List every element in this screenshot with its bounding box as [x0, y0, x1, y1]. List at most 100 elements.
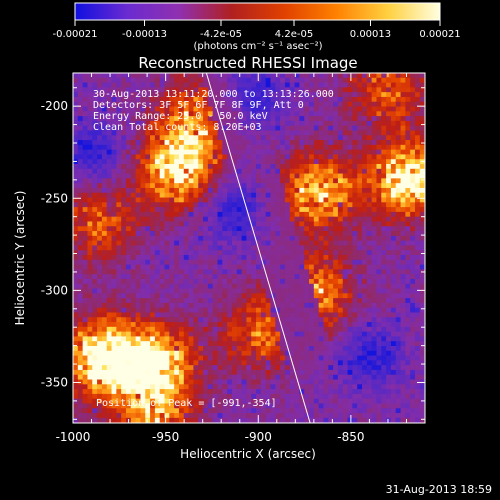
heatmap-cell [313, 374, 320, 381]
heatmap-cell [135, 221, 141, 227]
heatmap-cell [275, 178, 281, 184]
heatmap-cell [390, 231, 397, 237]
heatmap-cell [169, 197, 175, 203]
heatmap-cell [342, 92, 349, 98]
heatmap-cell [284, 207, 291, 213]
heatmap-cell [395, 111, 402, 117]
heatmap-cell [328, 216, 334, 222]
heatmap-cell [299, 178, 305, 184]
heatmap-cell [390, 288, 397, 294]
heatmap-cell [125, 288, 132, 294]
heatmap-cell [169, 130, 175, 136]
heatmap-cell [390, 336, 397, 342]
heatmap-cell [150, 211, 156, 218]
heatmap-cell [227, 269, 233, 275]
heatmap-cell [347, 92, 353, 98]
heatmap-cell [150, 302, 156, 309]
heatmap-cell [270, 130, 276, 136]
heatmap-cell [231, 336, 238, 342]
heatmap-cell [97, 302, 103, 309]
heatmap-cell [125, 106, 132, 112]
heatmap-cell [405, 164, 411, 170]
heatmap-cell [73, 274, 79, 280]
heatmap-cell [342, 173, 349, 179]
heatmap-cell [280, 365, 286, 371]
heatmap-cell [414, 245, 421, 251]
heatmap-cell [376, 317, 382, 323]
heatmap-cell [145, 379, 151, 385]
heatmap-cell [313, 87, 320, 93]
heatmap-cell [77, 355, 84, 361]
heatmap-cell [333, 379, 339, 385]
heatmap-cell [371, 322, 377, 328]
heatmap-cell [419, 240, 425, 246]
heatmap-cell [183, 101, 190, 108]
heatmap-cell [159, 355, 166, 361]
heatmap-cell [111, 240, 117, 246]
heatmap-cell [92, 298, 98, 304]
heatmap-cell [337, 130, 344, 136]
heatmap-cell [212, 149, 219, 155]
heatmap-cell [125, 360, 132, 366]
heatmap-cell [366, 77, 373, 84]
heatmap-cell [145, 101, 151, 108]
heatmap-cell [419, 346, 425, 352]
heatmap-cell [121, 96, 127, 103]
heatmap-cell [309, 111, 315, 117]
heatmap-cell [256, 192, 262, 199]
heatmap-cell [169, 178, 175, 184]
heatmap-cell [251, 116, 257, 122]
heatmap-cell [106, 168, 113, 175]
heatmap-cell [299, 149, 305, 155]
heatmap-cell [419, 389, 425, 395]
heatmap-cell [217, 312, 223, 318]
heatmap-cell [217, 369, 223, 376]
heatmap-cell [275, 322, 281, 328]
heatmap-cell [362, 235, 368, 242]
heatmap-cell [236, 240, 243, 246]
heatmap-cell [101, 221, 108, 227]
heatmap-cell [313, 322, 320, 328]
heatmap-cell [251, 87, 257, 93]
heatmap-cell [342, 202, 349, 208]
heatmap-cell [390, 326, 397, 333]
heatmap-cell [376, 216, 382, 222]
heatmap-cell [154, 374, 161, 381]
heatmap-cell [116, 168, 122, 175]
heatmap-cell [188, 144, 194, 151]
heatmap-cell [265, 283, 271, 290]
heatmap-cell [111, 197, 117, 203]
heatmap-cell [140, 96, 146, 103]
heatmap-cell [217, 154, 223, 160]
heatmap-cell [140, 235, 146, 242]
heatmap-cell [101, 393, 108, 400]
heatmap-cell [154, 183, 161, 189]
heatmap-cell [362, 326, 368, 333]
heatmap-cell [328, 255, 334, 261]
heatmap-cell [275, 331, 281, 337]
heatmap-cell [270, 336, 276, 342]
heatmap-cell [106, 240, 113, 246]
heatmap-cell [376, 288, 382, 294]
heatmap-cell [419, 350, 425, 357]
heatmap-cell [342, 288, 349, 294]
heatmap-cell [337, 211, 344, 218]
heatmap-cell [140, 341, 146, 347]
heatmap-cell [193, 135, 199, 141]
heatmap-cell [140, 154, 146, 160]
heatmap-cell [203, 73, 209, 79]
heatmap-cell [376, 106, 382, 112]
heatmap-cell [174, 154, 180, 160]
heatmap-cell [145, 96, 151, 103]
heatmap-cell [82, 336, 88, 342]
heatmap-cell [164, 346, 170, 352]
heatmap-cell [154, 73, 161, 79]
heatmap-cell [92, 125, 98, 131]
heatmap-cell [193, 350, 199, 357]
heatmap-cell [145, 164, 151, 170]
heatmap-cell [366, 116, 373, 122]
heatmap-cell [386, 144, 392, 151]
heatmap-cell [352, 187, 358, 194]
heatmap-cell [106, 278, 113, 285]
heatmap-cell [280, 197, 286, 203]
